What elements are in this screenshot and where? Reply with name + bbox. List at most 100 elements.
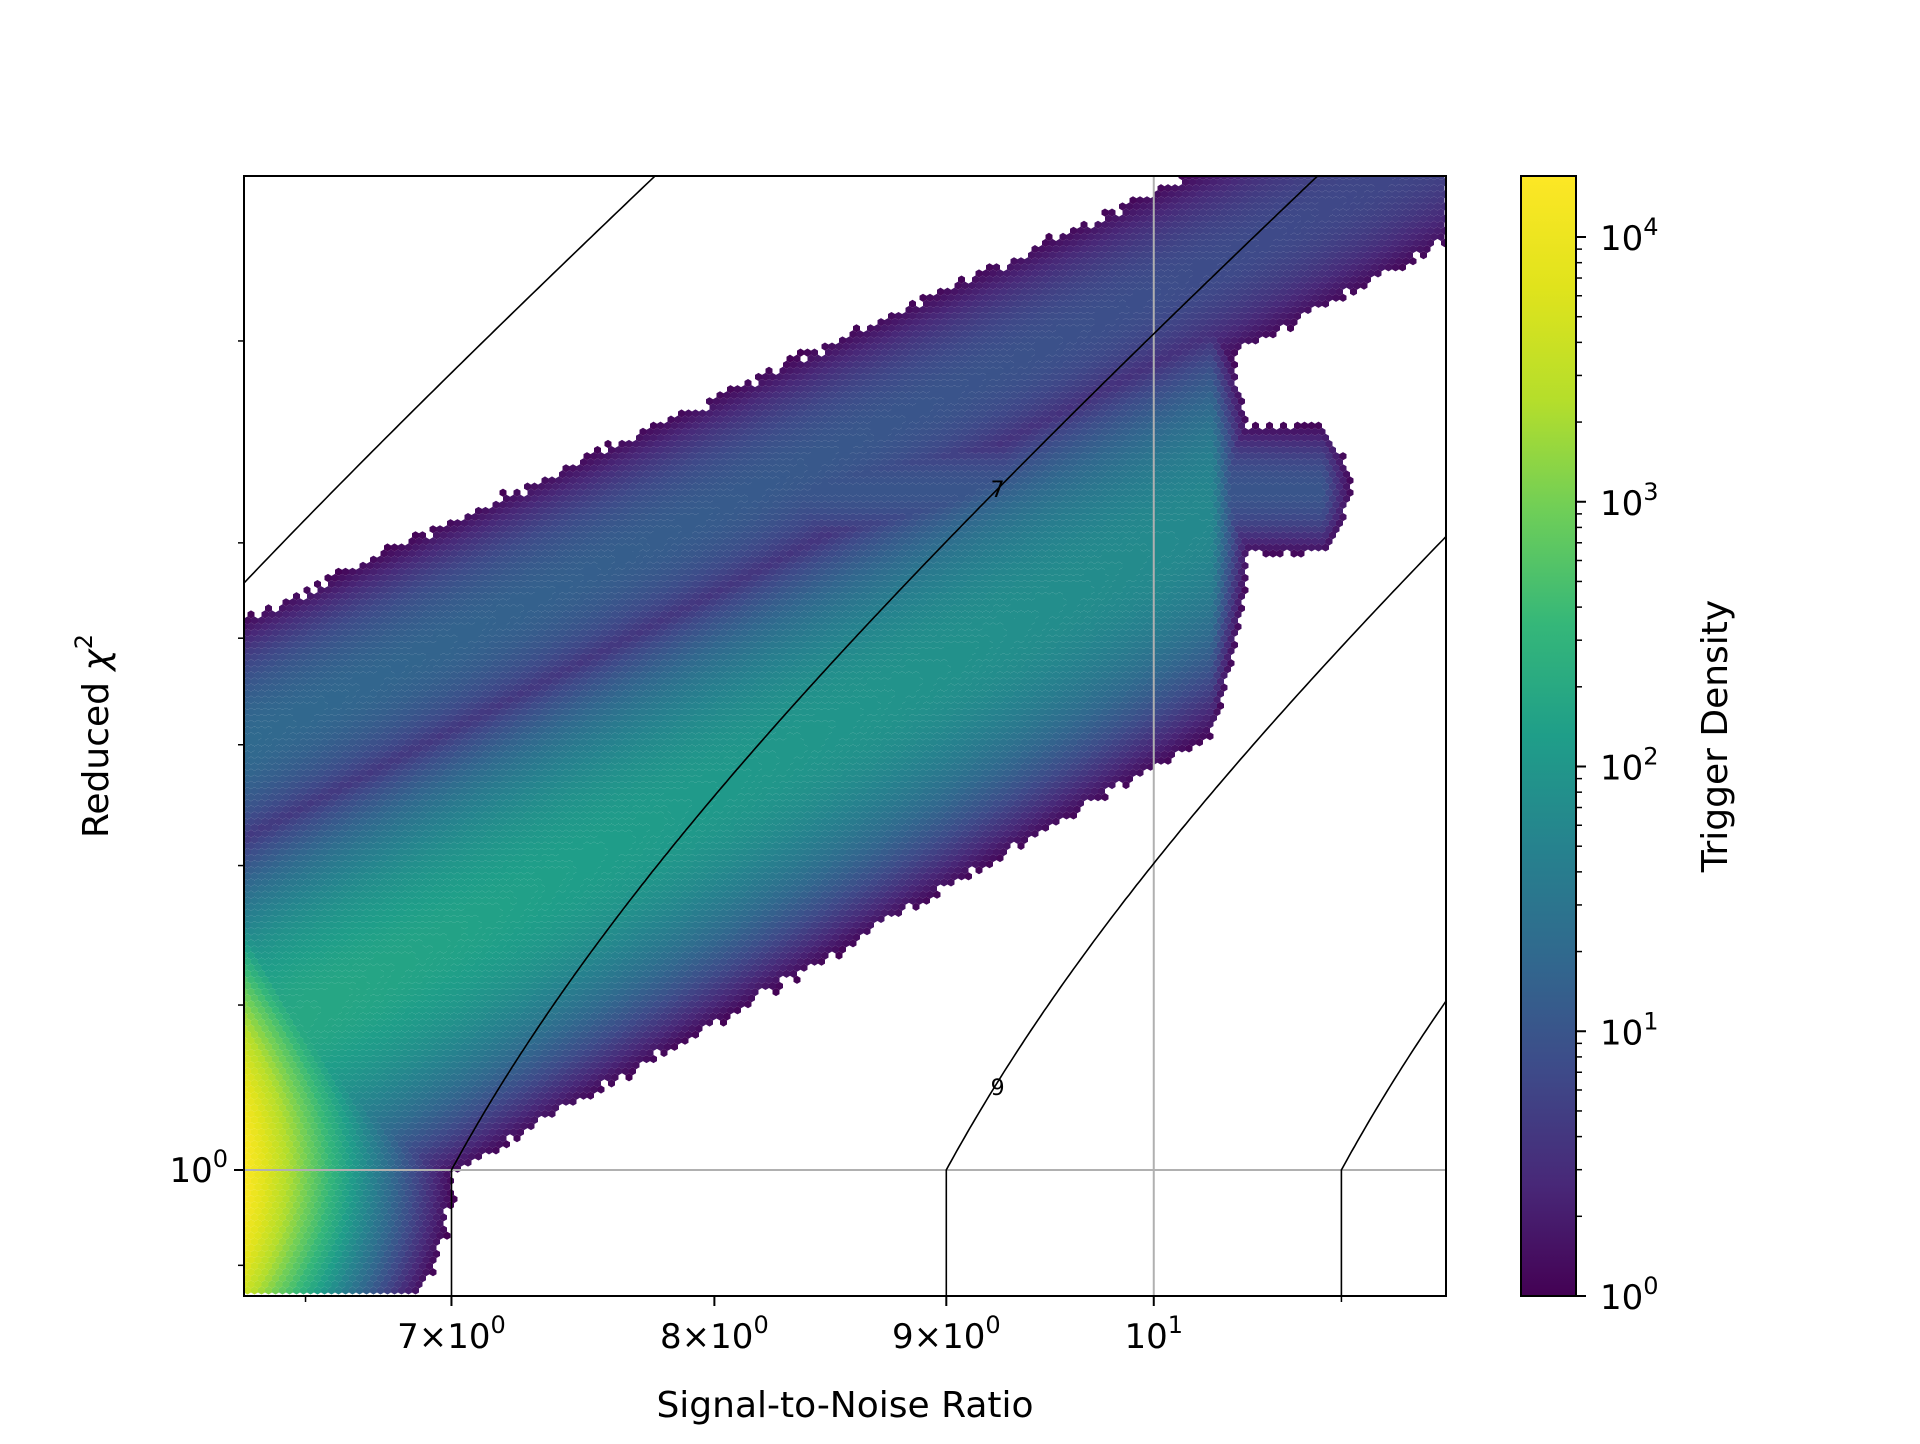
density-bin [321,1140,328,1149]
colorbar-tick-label: 102 [1600,743,1659,789]
density-bin [303,1073,328,1234]
density-bin [300,1140,307,1149]
density-bin [265,1030,272,1039]
density-bin [265,799,692,1258]
density-bin [261,841,608,1271]
density-bin [268,1073,293,1234]
density-bin [247,1024,258,1039]
colorbar-ticks: 100 101 102 103 104 [1576,213,1659,1318]
density-bin [279,494,1214,1149]
colorbar-tick-label: 101 [1600,1007,1659,1053]
snr-contours [244,176,1446,1296]
density-bin [244,1085,258,1137]
density-bin [261,1280,269,1289]
density-bin [300,1201,307,1210]
density-bin [244,1122,258,1234]
density-bin [275,1073,300,1234]
density-bin [254,1073,279,1234]
density-bin [275,1152,286,1216]
density-bin [251,1006,258,1015]
y-axis-label-text: Reduced [76,671,117,838]
density-bin [279,1079,286,1088]
contour-label-rho-9: 9 [991,1076,1005,1101]
density-bin [275,1024,318,1118]
density-bin [296,1073,321,1234]
density-bin [244,1079,265,1149]
density-bin [258,184,1413,1283]
density-bin [251,1018,269,1045]
y-axis-label-symbol: χ [76,648,117,673]
density-bin [307,1176,314,1185]
density-bin [293,1079,300,1088]
density-bin [300,1243,325,1295]
density-bin [279,981,360,1039]
density-bin [286,1000,346,1277]
grid-lines [244,176,1446,1296]
density-bin [268,1256,276,1265]
density-bin [244,1213,251,1222]
density-bin [265,1067,272,1076]
density-bin [324,1243,332,1252]
density-bin [265,1018,283,1045]
contour-line-rho-5 [244,176,656,585]
density-bin [314,1140,321,1198]
density-bin [293,1055,321,1222]
y-axis: 100 Reduced χ2 [70,340,244,1267]
density-bin [314,178,1375,1295]
density-bin [244,1140,251,1149]
density-bin [251,1201,258,1210]
density-bin [261,1176,272,1216]
density-bin [244,1243,269,1295]
x-axis-label: Signal-to-Noise Ratio [656,1385,1033,1426]
y-axis-label: Reduced χ2 [70,634,117,838]
contour-labels: ρ = 579 [991,478,1005,1101]
density-bin [289,1073,314,1234]
density-bin [268,914,482,1045]
density-bin [296,1243,304,1252]
density-bin [244,640,979,1258]
density-bin [286,1249,293,1258]
density-bin [258,1091,265,1100]
x-tick-label: 9×100 [892,1311,1001,1357]
density-bin [258,994,265,1003]
density-bin [244,476,1214,1283]
density-bin [251,1243,276,1295]
x-tick-labels: 7×100 8×100 9×100 101 [304,1296,1343,1357]
density-bin [314,1176,321,1185]
density-bin [244,1115,255,1240]
contour-line-rho-9 [945,535,1446,1296]
density-bin [275,1085,293,1137]
density-bin [289,1243,297,1252]
density-bin [247,988,255,997]
density-bin [317,1134,325,1143]
density-bin [317,1219,325,1228]
density-bin [310,1097,318,1106]
plot-area: ρ = 579 [243,175,1447,1297]
density-bin [244,1189,251,1198]
density-bin [314,1128,321,1137]
density-bin [282,1097,290,1106]
density-bin [293,592,300,601]
density-bin [247,1146,255,1155]
x-tick-label: 8×100 [660,1311,769,1357]
density-bin [244,176,1438,1277]
density-bin [247,1073,272,1234]
density-bin [261,1024,276,1045]
density-bin [254,397,1224,1289]
density-bin [261,1000,269,1009]
density-bin [289,1061,297,1070]
density-hexbins [244,176,1446,1295]
density-bin [254,1000,262,1009]
contour-line-rho-11 [1340,999,1446,1296]
y-tick-label: 100 [169,1145,228,1191]
density-bin [261,1134,269,1143]
density-bin [793,951,843,984]
density-bin [289,1024,332,1118]
density-bin [244,969,297,1045]
density-bin [244,1274,251,1283]
density-bin [317,1073,342,1234]
density-bin [244,1109,251,1137]
density-bin [272,1249,279,1258]
